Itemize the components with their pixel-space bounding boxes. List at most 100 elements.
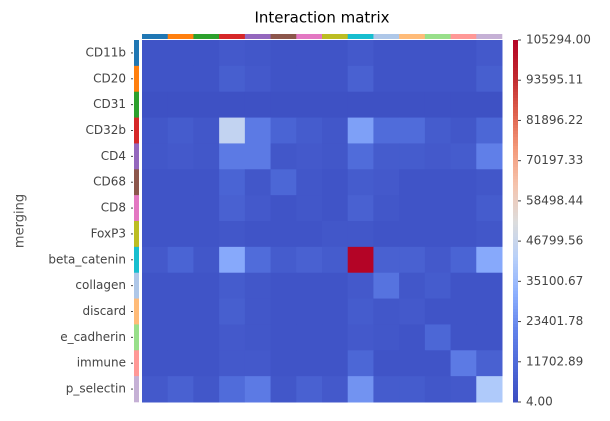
heatmap-cell (476, 117, 503, 144)
colorbar-segment (513, 347, 518, 352)
heatmap-cell (399, 91, 426, 119)
row-color-strip (134, 221, 139, 248)
colorbar-segment (513, 175, 518, 180)
heatmap-cell (373, 117, 400, 144)
colorbar-segment (513, 217, 518, 222)
heatmap-cell (476, 221, 503, 248)
colorbar-segment (513, 160, 518, 165)
heatmap-cell (167, 221, 194, 248)
heatmap-cell (244, 195, 272, 222)
heatmap-cell (244, 91, 272, 119)
heatmap-cell (322, 246, 349, 274)
heatmap-cell (244, 298, 272, 325)
heatmap-cell (193, 376, 220, 403)
colorbar-segment (513, 281, 518, 285)
colorbar-segment (513, 208, 518, 213)
heatmap-cell (296, 324, 323, 351)
heatmap-cell (296, 298, 323, 325)
heatmap-cell (270, 246, 297, 274)
heatmap-cell (373, 376, 400, 403)
colorbar-segment (513, 142, 518, 147)
heatmap-cell (399, 298, 426, 325)
heatmap-cell (476, 195, 503, 222)
colorbar-segment (513, 275, 518, 279)
heatmap-cell (399, 376, 426, 403)
heatmap-cell (270, 298, 297, 325)
heatmap-cell (399, 324, 426, 351)
heatmap-cell (193, 117, 220, 144)
heatmap-cell (142, 246, 169, 274)
heatmap-cell (424, 324, 452, 351)
colorbar-segment (513, 239, 518, 243)
colorbar-segment (513, 124, 518, 128)
heatmap-cell (167, 40, 194, 67)
colorbar-segment (513, 365, 518, 370)
colorbar-segment (513, 190, 518, 195)
column-color-strip (347, 34, 374, 39)
heatmap-cell (399, 246, 426, 274)
heatmap-cell (347, 324, 374, 351)
heatmap-cell (347, 376, 374, 403)
row-color-strip (134, 350, 139, 377)
colorbar-segment (513, 133, 518, 138)
heatmap-cell (476, 376, 503, 403)
colorbar-segment (513, 205, 518, 210)
heatmap-cell (450, 65, 477, 93)
column-color-strip (476, 34, 503, 39)
colorbar-tick-label: 81896.22 (526, 113, 583, 127)
colorbar-segment (513, 278, 518, 282)
heatmap-cell (244, 40, 272, 67)
heatmap-cell (373, 143, 400, 170)
heatmap-cell (424, 272, 452, 300)
heatmap-cell (347, 221, 374, 248)
heatmap-cell (296, 40, 323, 67)
heatmap-cell (399, 350, 426, 377)
heatmap-cell (476, 65, 503, 93)
heatmap-cell (450, 221, 477, 248)
colorbar-segment (513, 136, 518, 141)
colorbar-segment (513, 227, 518, 231)
heatmap-cell (476, 298, 503, 325)
y-tick-label: collagen (75, 278, 126, 292)
colorbar-segment (513, 103, 518, 107)
colorbar-segment (513, 305, 518, 309)
heatmap-cell (450, 169, 477, 196)
heatmap-cell (476, 169, 503, 196)
colorbar-segment (513, 49, 518, 53)
colorbar-tick-label: 70197.33 (526, 153, 583, 167)
colorbar-segment (513, 166, 518, 171)
column-color-strip (322, 34, 349, 39)
heatmap-cell (219, 272, 246, 300)
chart-title: Interaction matrix (254, 9, 389, 27)
colorbar-segment (513, 40, 518, 44)
heatmap-cell (322, 350, 349, 377)
colorbar-segment (513, 377, 518, 382)
heatmap-cell (347, 117, 374, 144)
heatmap-cell (347, 40, 374, 67)
colorbar-segment (513, 70, 518, 74)
heatmap-cell (424, 376, 452, 403)
heatmap-cell (399, 40, 426, 67)
heatmap-cell (244, 221, 272, 248)
heatmap-cell (347, 143, 374, 170)
column-color-strip (450, 34, 477, 39)
heatmap-cell (219, 91, 246, 119)
row-color-strip (134, 143, 139, 170)
colorbar-segment (513, 245, 518, 249)
colorbar-segment (513, 323, 518, 328)
colorbar-segment (513, 308, 518, 312)
colorbar-segment (513, 157, 518, 162)
heatmap-cell (193, 350, 220, 377)
heatmap-cell (476, 350, 503, 377)
y-tick-label: discard (83, 304, 127, 318)
colorbar-segment (513, 221, 518, 225)
colorbar-segment (513, 94, 518, 98)
heatmap-cell (193, 221, 220, 248)
heatmap-cell (322, 195, 349, 222)
colorbar-tick-label: 58498.44 (526, 193, 583, 207)
column-color-strip (167, 34, 194, 39)
heatmap-cell (142, 195, 169, 222)
colorbar-segment (513, 193, 518, 198)
